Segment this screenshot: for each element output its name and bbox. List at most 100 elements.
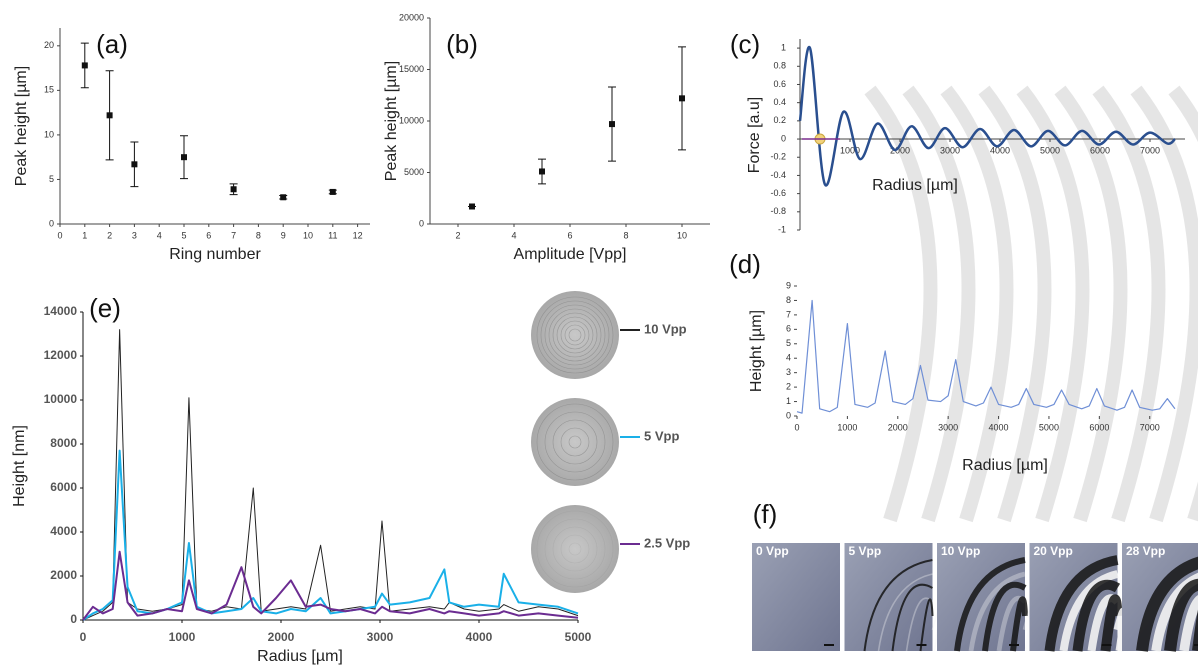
micrograph-image — [937, 543, 1025, 651]
x-tick-label: 4000 — [466, 630, 493, 644]
y-tick-label: 0.8 — [773, 61, 786, 71]
legend-label: 2.5 Vpp — [644, 535, 690, 550]
legend-ring — [552, 526, 598, 572]
x-tick-label: 4000 — [990, 145, 1010, 155]
y-tick-label: 2000 — [50, 568, 77, 582]
micro-ring — [982, 581, 1027, 652]
y-tick-label: 0.6 — [773, 79, 786, 89]
legend-ring — [564, 324, 586, 346]
legend-label: 5 Vpp — [644, 428, 679, 443]
y-tick-label: -1 — [778, 224, 786, 234]
y-tick-label: 12000 — [44, 348, 78, 362]
data-point — [106, 112, 113, 119]
data-point — [539, 168, 545, 175]
y-axis-label: Peak height [µm] — [13, 66, 30, 186]
legend-ring — [536, 296, 614, 374]
data-point — [469, 203, 475, 210]
x-tick-label: 2 — [107, 230, 112, 240]
y-tick-label: 0.4 — [773, 97, 786, 107]
x-tick-label: 6000 — [1089, 422, 1109, 432]
micro-ring-light — [1059, 570, 1119, 652]
x-tick-label: 7 — [231, 230, 236, 240]
micro-ring — [1010, 596, 1028, 652]
x-tick-label: 4000 — [989, 422, 1009, 432]
x-tick-label: 4 — [511, 230, 516, 240]
micrograph-caption: 5 Vpp — [849, 544, 882, 558]
x-axis-label: Radius [µm] — [872, 177, 958, 194]
micro-ring-light — [877, 573, 933, 652]
x-tick-label: 0 — [794, 422, 799, 432]
x-tick-label: 3000 — [367, 630, 394, 644]
panel-label: (f) — [753, 499, 778, 529]
ring-shadow — [1092, 85, 1166, 523]
y-axis-label: Peak height [µm] — [383, 61, 400, 181]
data-point — [609, 121, 615, 128]
x-tick-label: 1 — [82, 230, 87, 240]
x-tick-label: 5 — [181, 230, 186, 240]
y-tick-label: 14000 — [44, 304, 78, 318]
x-tick-label: 2000 — [890, 145, 910, 155]
x-tick-label: 4 — [157, 230, 162, 240]
data-point — [280, 194, 287, 201]
legend-swatch-image — [531, 291, 619, 379]
y-tick-label: 0.2 — [773, 115, 786, 125]
legend-label: 10 Vpp — [644, 321, 687, 336]
ring-shadow — [940, 85, 1014, 523]
y-tick-label: 3 — [786, 367, 791, 377]
panel-label: (d) — [729, 249, 761, 279]
x-tick-label: 8 — [256, 230, 261, 240]
y-tick-label: 1 — [786, 396, 791, 406]
y-tick-label: 10 — [44, 129, 54, 139]
micrograph: 0 Vpp — [752, 543, 840, 651]
legend-ring — [568, 328, 582, 342]
micrograph-image — [752, 543, 840, 651]
x-tick-label: 10 — [303, 230, 313, 240]
data-line — [82, 329, 579, 621]
legend-swatch-image — [531, 505, 619, 593]
micro-ring — [954, 557, 1026, 652]
micrograph: 28 Vpp — [1122, 543, 1198, 652]
x-tick-label: 8 — [623, 230, 628, 240]
x-tick-label: 5000 — [565, 630, 592, 644]
y-tick-label: -0.8 — [770, 206, 786, 216]
legend-ring — [548, 308, 602, 362]
ring-shadow — [864, 85, 938, 523]
legend-ring — [560, 427, 590, 457]
legend-ring — [568, 542, 582, 556]
legend-ring — [556, 316, 594, 354]
y-tick-label: 10000 — [399, 115, 424, 125]
x-tick-label: 1000 — [169, 630, 196, 644]
y-tick-label: 15000 — [399, 64, 424, 74]
x-tick-label: 0 — [57, 230, 62, 240]
micrograph-caption: 0 Vpp — [756, 544, 789, 558]
ring-shadow — [1054, 85, 1128, 523]
micro-ring-light — [1179, 596, 1198, 652]
legend-ring — [560, 320, 590, 350]
data-point — [81, 62, 88, 69]
y-tick-label: 5 — [49, 174, 54, 184]
data-point — [181, 154, 187, 161]
x-tick-label: 11 — [328, 230, 337, 240]
y-tick-label: 5000 — [404, 167, 424, 177]
legend-ring — [544, 518, 606, 580]
y-tick-label: 4 — [786, 353, 791, 363]
y-tick-label: 4000 — [50, 524, 77, 538]
micro-ring — [919, 598, 934, 652]
micrograph-caption: 28 Vpp — [1126, 544, 1165, 558]
x-tick-label: 7000 — [1140, 422, 1160, 432]
y-tick-label: 2 — [786, 381, 791, 391]
micrograph-image — [844, 543, 933, 651]
panel-label: (c) — [730, 29, 760, 59]
x-tick-label: 3000 — [940, 145, 960, 155]
data-point — [230, 186, 237, 193]
micrograph-caption: 10 Vpp — [941, 544, 980, 558]
x-tick-label: 5000 — [1039, 422, 1059, 432]
data-point — [131, 161, 138, 168]
micro-ring — [863, 559, 933, 652]
y-tick-label: 0 — [70, 612, 77, 626]
y-tick-label: 15 — [44, 85, 54, 95]
legend-ring — [544, 304, 606, 366]
x-tick-label: 3000 — [938, 422, 958, 432]
micrograph: 5 Vpp — [844, 543, 940, 652]
